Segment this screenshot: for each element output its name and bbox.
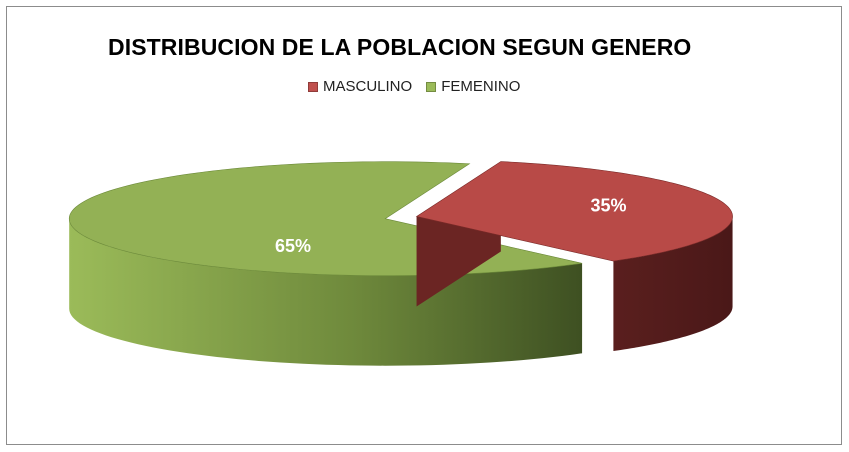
legend-swatch-masculino (308, 81, 318, 92)
chart-title: DISTRIBUCION DE LA POBLACION SEGUN GENER… (108, 34, 692, 60)
data-label-masculino: 35% (590, 195, 626, 215)
legend-swatch-femenino (426, 81, 437, 92)
legend-item-femenino: FEMENINO (426, 78, 520, 95)
slice-side-masculino (613, 216, 733, 352)
legend-label-masculino: MASCULINO (323, 78, 413, 95)
chart-legend: MASCULINO FEMENINO (308, 78, 534, 95)
legend-item-masculino: MASCULINO (308, 78, 412, 95)
data-label-femenino: 65% (275, 236, 311, 256)
slice-masculino (415, 161, 733, 262)
legend-label-femenino: FEMENINO (441, 78, 521, 95)
slice-side-femenino (69, 218, 583, 366)
